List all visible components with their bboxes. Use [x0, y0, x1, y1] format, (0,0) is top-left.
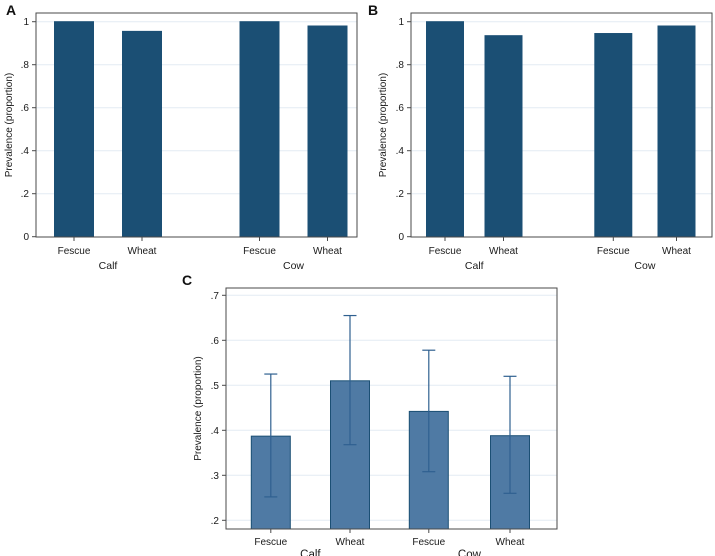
x-group-label: Calf — [465, 260, 484, 272]
x-category-label: Fescue — [429, 246, 462, 257]
x-category-label: Fescue — [254, 537, 287, 548]
y-tick-label: .7 — [211, 291, 220, 302]
bar — [426, 21, 464, 238]
x-group-label: Cow — [458, 549, 482, 556]
y-tick-label: .6 — [21, 103, 30, 114]
y-tick-label: 0 — [23, 232, 29, 243]
x-group-label: Cow — [283, 260, 304, 272]
x-group-label: Calf — [99, 260, 118, 272]
bar — [657, 25, 696, 238]
y-tick-label: .5 — [211, 381, 220, 392]
y-tick-label: 1 — [398, 17, 404, 28]
y-tick-label: .6 — [211, 336, 220, 347]
x-category-label: Wheat — [336, 537, 365, 548]
y-tick-label: .4 — [21, 146, 30, 157]
y-tick-label: .6 — [396, 103, 405, 114]
x-category-label: Wheat — [128, 246, 157, 257]
bar — [594, 33, 633, 238]
y-tick-label: .2 — [396, 189, 405, 200]
y-tick-label: .4 — [396, 146, 405, 157]
bar — [239, 21, 280, 238]
y-tick-label: .2 — [211, 516, 220, 527]
x-category-label: Fescue — [243, 246, 276, 257]
y-axis-title: Prevalence (proportion) — [193, 356, 204, 461]
panel-b-chart: 0 .2 .4 .6 .8 1 Fescue Wheat Fescue Wheat Calf Cow P… — [378, 12, 713, 272]
x-group-label: Calf — [300, 549, 321, 556]
x-category-label: Wheat — [496, 537, 525, 548]
y-tick-label: .4 — [211, 426, 220, 437]
x-group-label: Cow — [634, 260, 655, 272]
x-category-label: Fescue — [412, 537, 445, 548]
bar — [484, 35, 523, 238]
panel-c-chart: .2 .3 .4 .5 .6 .7 Fescue Wheat Fescue Wheat Calf Co… — [193, 287, 558, 556]
y-tick-label: .2 — [21, 189, 30, 200]
x-category-label: Fescue — [58, 246, 91, 257]
bar — [54, 21, 94, 238]
plot-border — [35, 12, 358, 238]
panel-c-label: C — [182, 272, 193, 288]
bar — [307, 25, 348, 238]
panel-b-label: B — [368, 2, 379, 18]
x-category-label: Wheat — [489, 246, 518, 257]
bar — [122, 30, 162, 238]
x-category-label: Wheat — [313, 246, 342, 257]
panel-a-chart: 0 .2 .4 .6 .8 1 Fescue Wheat Fescue Wheat Calf Cow P… — [4, 12, 358, 272]
x-category-label: Wheat — [662, 246, 691, 257]
y-axis-title: Prevalence (proportion) — [378, 73, 389, 178]
y-tick-label: .3 — [211, 471, 220, 482]
plot-border — [410, 12, 713, 238]
x-category-label: Fescue — [597, 246, 630, 257]
y-tick-label: 0 — [398, 232, 404, 243]
y-tick-label: .8 — [21, 60, 30, 71]
y-tick-label: 1 — [23, 17, 29, 28]
y-axis-title: Prevalence (proportion) — [4, 73, 15, 178]
plot-border — [225, 287, 558, 530]
panel-a-label: A — [6, 2, 17, 18]
y-tick-label: .8 — [396, 60, 405, 71]
